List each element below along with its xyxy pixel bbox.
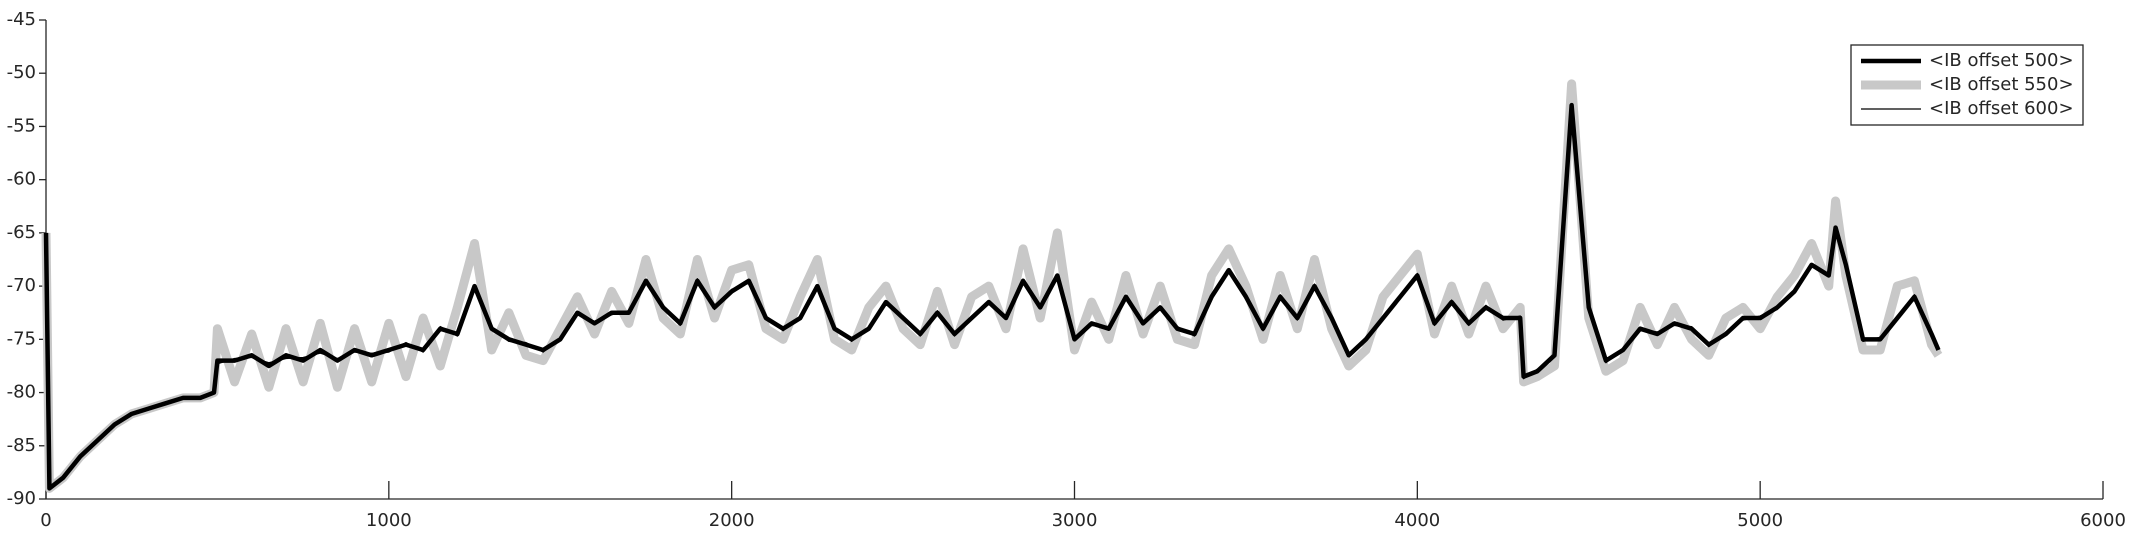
legend-label: <IB offset 550> <box>1929 74 2074 95</box>
y-tick-label: -90 <box>7 488 36 509</box>
x-tick-label: 6000 <box>2080 510 2126 531</box>
y-tick-label: -75 <box>7 328 36 349</box>
x-tick-label: 1000 <box>366 510 412 531</box>
y-tick-label: -70 <box>7 275 36 296</box>
y-tick-label: -45 <box>7 9 36 30</box>
y-tick-label: -80 <box>7 382 36 403</box>
legend: <IB offset 500> <IB offset 550> <IB offset… <box>1850 44 2084 126</box>
series-line <box>45 107 1939 489</box>
legend-label: <IB offset 600> <box>1929 98 2074 119</box>
x-tick-label: 2000 <box>709 510 755 531</box>
legend-label: <IB offset 500> <box>1929 50 2074 71</box>
x-tick-label: 5000 <box>1737 510 1783 531</box>
y-tick-label: -65 <box>7 222 36 243</box>
x-tick-label: 3000 <box>1052 510 1098 531</box>
y-tick-label: -60 <box>7 169 36 190</box>
x-tick-label: 0 <box>40 510 51 531</box>
x-tick-label: 4000 <box>1394 510 1440 531</box>
y-tick-label: -50 <box>7 62 36 83</box>
y-tick-label: -55 <box>7 115 36 136</box>
y-tick-label: -85 <box>7 435 36 456</box>
series-line <box>41 79 1943 493</box>
